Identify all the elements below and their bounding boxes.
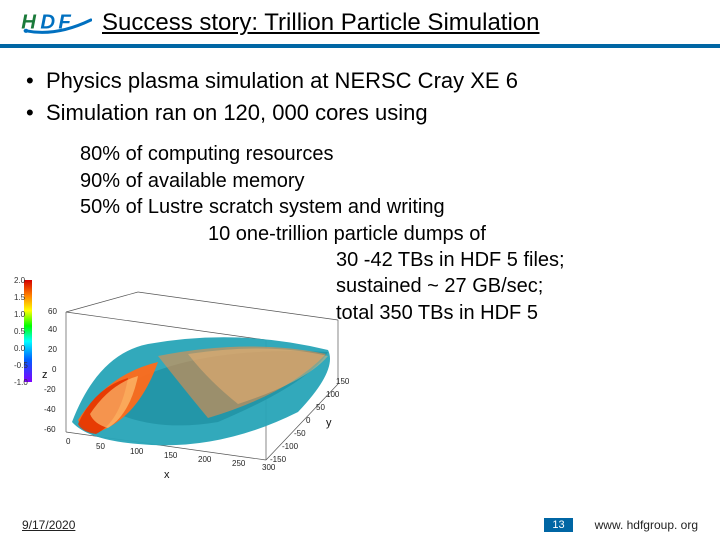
z-axis-label: z [42,369,48,381]
z-tick: 20 [48,345,57,354]
colorbar-tick: -0.5 [14,361,23,370]
x-tick: 0 [66,437,71,446]
footer-date: 9/17/2020 [22,518,75,532]
sub-bullet-item: 80% of computing resources [80,141,694,167]
simulation-figure: 2.0 1.5 1.0 0.5 0.0 -0.5 -1.0 [14,276,364,486]
main-bullets: Physics plasma simulation at NERSC Cray … [26,66,694,127]
header-divider [0,44,720,48]
y-tick: -100 [282,442,299,451]
y-axis-label: y [326,417,332,429]
z-tick: -20 [44,385,56,394]
sub-bullet-item: 50% of Lustre scratch system and writing [80,194,694,220]
x-axis-label: x [164,469,170,480]
y-tick: 100 [326,390,340,399]
bullet-item: Simulation ran on 120, 000 cores using [26,98,694,128]
footer: 9/17/2020 13 www. hdfgroup. org [0,518,720,532]
colorbar-tick: 0.5 [14,327,23,336]
y-tick: 150 [336,377,350,386]
x-tick: 250 [232,459,246,468]
sub-bullet-item: 90% of available memory [80,168,694,194]
x-tick: 150 [164,451,178,460]
svg-text:D: D [40,11,55,33]
colorbar-tick: 0.0 [14,344,23,353]
y-tick: -150 [270,455,287,464]
indent3-item: 30 -42 TBs in HDF 5 files; [336,247,694,273]
z-tick: -40 [44,405,56,414]
y-tick: 0 [306,416,311,425]
z-tick: 40 [48,325,57,334]
hdf-logo: H D F [20,8,92,38]
colorbar-tick: -1.0 [14,378,23,387]
header: H D F Success story: Trillion Particle S… [0,0,720,42]
indent3-item: sustained ~ 27 GB/sec; [336,273,694,299]
indent2-bullets: 10 one-trillion particle dumps of [26,221,694,247]
z-tick: 0 [52,365,57,374]
plot-3d: -60 -40 -20 0 20 40 60 0 50 100 150 200 … [38,284,358,480]
footer-page-number: 13 [544,518,572,532]
indent3-item: total 350 TBs in HDF 5 [336,300,694,326]
indent2-item: 10 one-trillion particle dumps of [208,221,694,247]
plasma-surface [72,337,330,445]
bullet-item: Physics plasma simulation at NERSC Cray … [26,66,694,96]
colorbar: 2.0 1.5 1.0 0.5 0.0 -0.5 -1.0 [14,276,34,386]
y-tick: 50 [316,403,325,412]
sub-bullets: 80% of computing resources 90% of availa… [26,141,694,220]
x-tick: 50 [96,442,105,451]
z-tick: -60 [44,425,56,434]
x-tick: 200 [198,455,212,464]
slide: H D F Success story: Trillion Particle S… [0,0,720,540]
slide-title: Success story: Trillion Particle Simulat… [102,9,539,37]
colorbar-tick: 1.0 [14,310,23,319]
y-tick: -50 [294,429,306,438]
footer-url: www. hdfgroup. org [595,518,698,532]
x-tick: 100 [130,447,144,456]
colorbar-tick: 2.0 [14,276,23,285]
x-tick: 300 [262,463,276,472]
z-tick: 60 [48,307,57,316]
colorbar-tick: 1.5 [14,293,23,302]
